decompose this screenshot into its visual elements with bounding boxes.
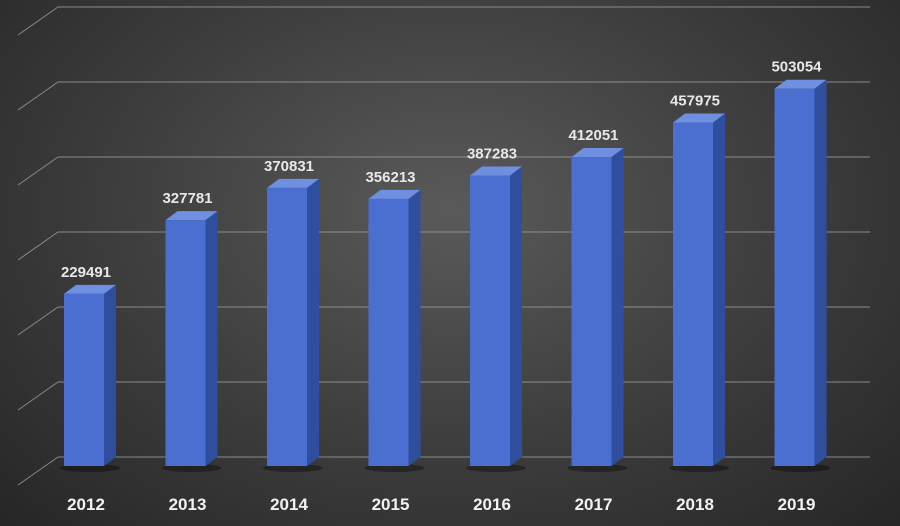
gridline-side <box>17 306 59 336</box>
value-label: 229491 <box>61 264 111 281</box>
gridlines <box>17 6 870 486</box>
category-label: 2017 <box>575 495 613 514</box>
bar-2018 <box>669 113 729 472</box>
bar-2014 <box>263 178 323 472</box>
value-label: 387283 <box>467 146 517 163</box>
gridline-side <box>17 456 59 486</box>
bar-2015 <box>364 189 425 472</box>
value-label: 327781 <box>162 190 212 207</box>
bar-top <box>368 189 421 199</box>
bar-front <box>571 156 612 467</box>
bar-side <box>713 113 725 467</box>
gridline-side <box>17 381 59 411</box>
bar-2012 <box>60 284 120 472</box>
gridline-side <box>17 6 59 36</box>
category-label: 2019 <box>778 495 816 514</box>
value-label: 457975 <box>670 93 720 110</box>
category-label: 2015 <box>372 495 410 514</box>
bar-side <box>104 284 116 466</box>
bar-front <box>470 175 510 466</box>
gridline-side <box>17 81 59 111</box>
category-labels: 2012 2013 2014 2015 2016 2017 2018 2019 <box>67 495 815 514</box>
bar-top <box>571 147 624 157</box>
value-label: 412051 <box>568 127 618 144</box>
value-label: 503054 <box>771 59 822 76</box>
bar-side <box>611 147 624 467</box>
value-label: 370831 <box>264 158 314 175</box>
category-label: 2012 <box>67 495 105 514</box>
bar-top <box>267 178 319 188</box>
value-labels: 229491 327781 370831 356213 387283 412051 4579… <box>61 59 822 281</box>
bar-top <box>673 113 725 123</box>
bars-group <box>60 79 831 472</box>
bar-side <box>408 189 421 466</box>
category-label: 2016 <box>473 495 511 514</box>
bar-side <box>205 211 218 466</box>
bar-2016 <box>466 166 526 472</box>
bar-side <box>307 178 319 466</box>
bar-top <box>774 79 827 89</box>
category-label: 2013 <box>169 495 207 514</box>
bar-top <box>64 284 116 294</box>
bar-top <box>165 211 218 221</box>
bar-side <box>510 166 522 466</box>
value-label: 356213 <box>365 169 415 186</box>
bar-front <box>165 220 206 466</box>
gridline-side <box>17 156 59 186</box>
bar-front <box>774 88 815 466</box>
category-label: 2014 <box>270 495 308 514</box>
category-label: 2018 <box>676 495 714 514</box>
bar-side <box>814 79 827 466</box>
gridline-side <box>17 231 59 261</box>
bar-front <box>673 122 713 467</box>
bar-2017 <box>567 147 628 472</box>
bar-front <box>267 187 307 466</box>
bar-front <box>64 293 104 466</box>
bar-top <box>470 166 522 176</box>
bar-2019 <box>770 79 831 472</box>
bar-front <box>368 198 409 466</box>
bar-2013 <box>161 211 222 472</box>
